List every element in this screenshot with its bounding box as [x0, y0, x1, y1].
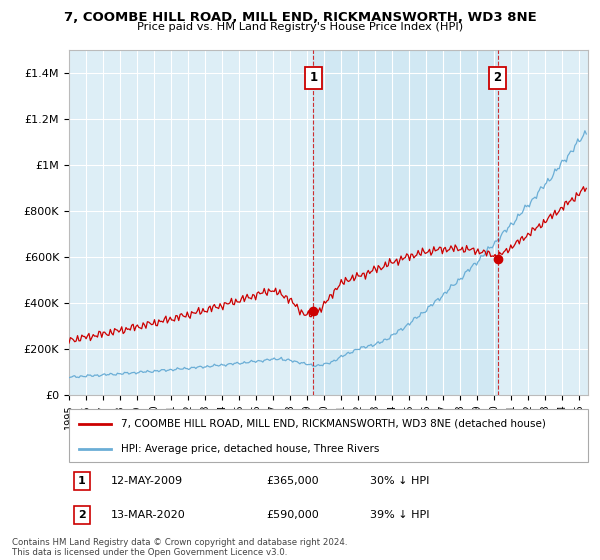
Text: Price paid vs. HM Land Registry's House Price Index (HPI): Price paid vs. HM Land Registry's House …: [137, 22, 463, 32]
Text: 12-MAY-2009: 12-MAY-2009: [110, 476, 182, 486]
Text: 7, COOMBE HILL ROAD, MILL END, RICKMANSWORTH, WD3 8NE: 7, COOMBE HILL ROAD, MILL END, RICKMANSW…: [64, 11, 536, 24]
Text: 2: 2: [494, 72, 502, 85]
Bar: [313, 50, 497, 395]
Text: 39% ↓ HPI: 39% ↓ HPI: [370, 510, 430, 520]
Text: Contains HM Land Registry data © Crown copyright and database right 2024.
This d: Contains HM Land Registry data © Crown c…: [12, 538, 347, 557]
Text: 13-MAR-2020: 13-MAR-2020: [110, 510, 185, 520]
Text: £590,000: £590,000: [266, 510, 319, 520]
FancyBboxPatch shape: [69, 409, 588, 462]
Text: £365,000: £365,000: [266, 476, 319, 486]
Text: 7, COOMBE HILL ROAD, MILL END, RICKMANSWORTH, WD3 8NE (detached house): 7, COOMBE HILL ROAD, MILL END, RICKMANSW…: [121, 419, 546, 429]
Text: 30% ↓ HPI: 30% ↓ HPI: [370, 476, 430, 486]
Text: 2: 2: [78, 510, 86, 520]
Text: 1: 1: [309, 72, 317, 85]
Text: 1: 1: [78, 476, 86, 486]
Text: HPI: Average price, detached house, Three Rivers: HPI: Average price, detached house, Thre…: [121, 444, 379, 454]
